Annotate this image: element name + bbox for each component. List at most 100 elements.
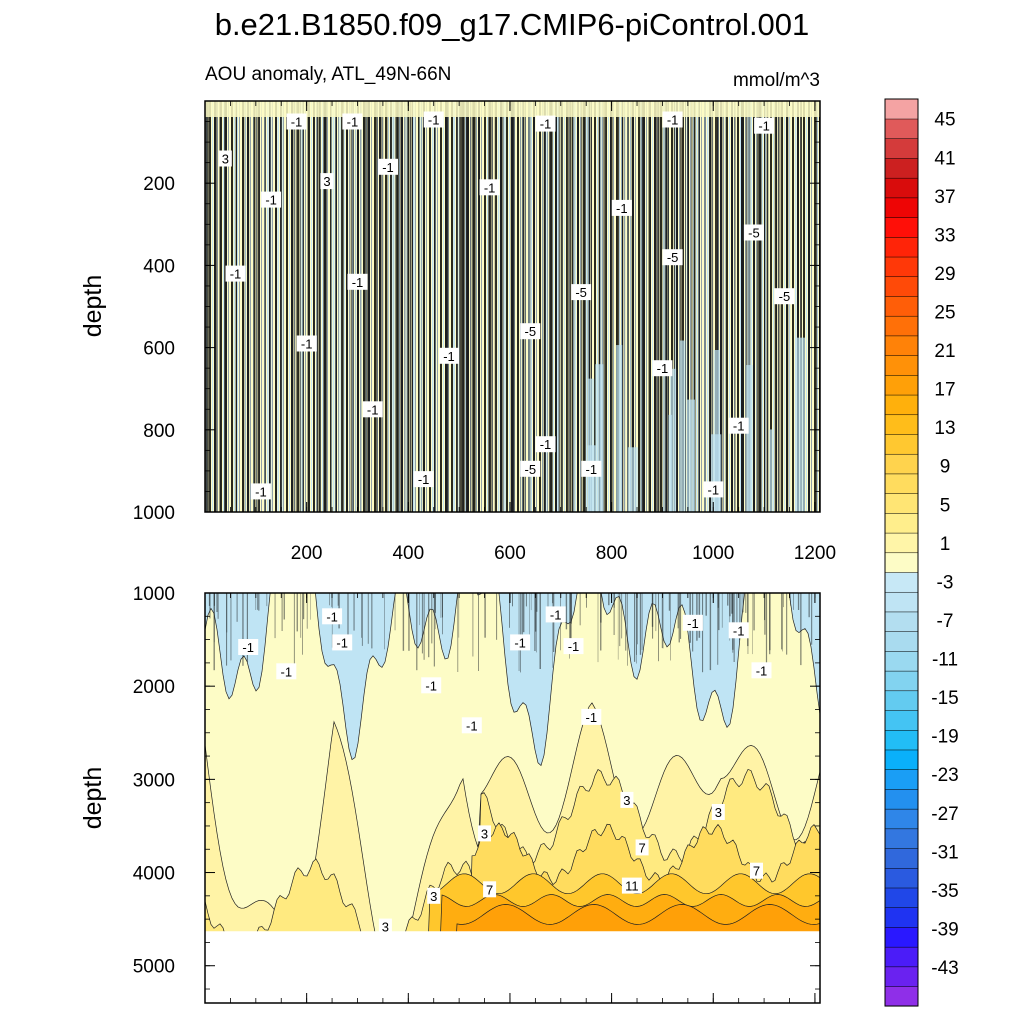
upper-field-streak — [627, 101, 629, 512]
contour-label: -1 — [225, 265, 246, 282]
colorbar-swatch — [884, 690, 919, 711]
lower-field-streak — [529, 593, 530, 635]
upper-field-streak — [774, 101, 776, 512]
lower-field-streak — [678, 593, 680, 643]
contour-label-box — [611, 199, 632, 216]
colorbar-swatch — [884, 552, 919, 573]
upper-field-streak — [302, 101, 304, 512]
contour-label: -1 — [413, 471, 434, 488]
lower-field-streak — [310, 593, 311, 620]
contour-label-text: 7 — [638, 840, 645, 855]
upper-field-streak — [545, 101, 548, 512]
upper-field-streak — [392, 101, 394, 512]
upper-field-streak — [573, 101, 575, 512]
contour-label-box — [535, 436, 556, 453]
lower-field-streak — [636, 593, 637, 664]
colorbar-swatch — [884, 986, 919, 1007]
colorbar-tick-label: -11 — [932, 650, 958, 671]
contour-label-box — [413, 471, 434, 488]
upper-field-streak — [581, 101, 583, 512]
lower-field-streak — [478, 593, 479, 671]
colorbar-tick-label: -39 — [931, 919, 958, 940]
contour-label: -1 — [423, 111, 444, 128]
upper-field-streak — [603, 101, 605, 512]
lower-field-streak — [680, 593, 682, 639]
colorbar-tick-label: -27 — [931, 804, 958, 825]
colorbar-swatch — [884, 138, 919, 159]
contour-label: -1 — [421, 677, 442, 694]
contour-label-text: -1 — [425, 678, 437, 693]
contour-label: -1 — [276, 663, 297, 680]
upper-field-streak — [419, 101, 421, 512]
contour-label: 3 — [378, 918, 392, 935]
lower-field-streak — [296, 593, 298, 632]
lower-field-streak — [569, 593, 570, 659]
contour-label: -1 — [439, 347, 459, 364]
upper-field-streak — [475, 101, 477, 512]
lower-field-streak — [509, 593, 510, 628]
contour-label-box — [320, 173, 334, 190]
lower-field-streak — [361, 593, 362, 638]
upper-field-streak — [294, 101, 296, 512]
upper-field-streak — [800, 101, 802, 512]
upper-field-streak — [640, 101, 642, 512]
contour-label-text: 7 — [486, 882, 493, 897]
lower-field-streak — [579, 593, 581, 626]
lower-field-streak — [740, 593, 742, 634]
lower-field-streak — [570, 593, 572, 624]
colorbar-tick-label: 37 — [934, 187, 955, 208]
upper-field-streak — [569, 101, 572, 512]
y-tick-label: 1000 — [133, 584, 175, 605]
upper-field-streak — [667, 101, 669, 512]
upper-field-streak — [611, 101, 613, 512]
contour-label-box — [774, 288, 795, 305]
lower-field-streak — [496, 593, 498, 640]
upper-field-blue-patch — [796, 337, 805, 512]
lower-field-streak — [522, 593, 525, 633]
upper-field-streak — [497, 101, 500, 512]
lower-field-streak — [586, 593, 587, 608]
upper-field-streak — [704, 101, 706, 512]
lower-field-streak — [727, 593, 729, 606]
upper-field-streak — [459, 101, 462, 512]
contour-label: 3 — [711, 804, 725, 820]
contour-label: -1 — [342, 113, 363, 130]
upper-field-blue-patch — [686, 399, 695, 512]
contour-label-text: 3 — [481, 826, 488, 841]
contour-label: -1 — [535, 436, 556, 453]
lower-field-streak — [729, 593, 730, 641]
contour-label-text: -1 — [367, 402, 379, 417]
contour-label: -1 — [347, 273, 368, 290]
colorbar-swatch — [884, 670, 919, 692]
colorbar-swatch — [884, 532, 919, 554]
x-tick-label: 1200 — [794, 543, 836, 564]
contour-label-text: -1 — [347, 115, 359, 130]
upper-field-streak — [435, 101, 437, 512]
upper-field-streak — [421, 101, 423, 512]
upper-contour-labels: -1 -1 -1 -1 -1 -133-1-1-1-1-5-5-1-1-5 -5-5-1-1… — [218, 111, 795, 500]
contour-label-text: 3 — [323, 174, 330, 189]
contour-label: -1 — [563, 638, 584, 655]
contour-label: -1 — [581, 708, 602, 725]
lower-field-streak — [600, 593, 602, 623]
upper-field-streak — [355, 101, 357, 512]
colorbar-swatch — [884, 217, 919, 238]
contour-label-box — [332, 634, 353, 651]
contour-label-box — [620, 791, 634, 808]
upper-field-streak — [270, 101, 272, 512]
upper-field-streak — [765, 101, 766, 512]
contour-label-box — [520, 460, 541, 477]
contour-label-text: -1 — [667, 113, 679, 128]
upper-field-streak — [795, 101, 797, 512]
upper-field-streak — [766, 101, 769, 512]
lower-field-streak — [518, 593, 520, 671]
upper-field-streak — [709, 101, 710, 512]
upper-field-streak — [781, 101, 782, 512]
upper-field-streak — [357, 101, 359, 512]
upper-field-streak — [693, 101, 694, 512]
y-tick-label: 5000 — [133, 957, 175, 978]
upper-field-streak — [400, 101, 401, 512]
contour-label-box — [342, 113, 363, 130]
contour-label: -1 — [545, 606, 566, 623]
upper-field-streak — [331, 101, 333, 512]
